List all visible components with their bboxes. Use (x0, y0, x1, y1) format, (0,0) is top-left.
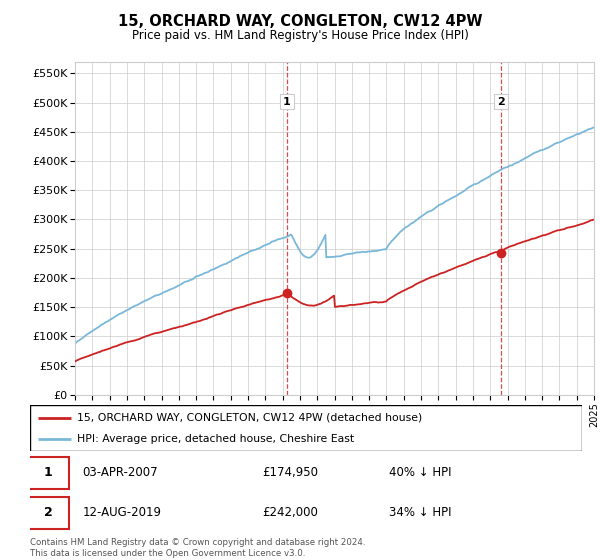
Text: HPI: Average price, detached house, Cheshire East: HPI: Average price, detached house, Ches… (77, 435, 354, 444)
Text: Contains HM Land Registry data © Crown copyright and database right 2024.
This d: Contains HM Land Registry data © Crown c… (30, 538, 365, 558)
Text: 03-APR-2007: 03-APR-2007 (82, 466, 158, 479)
Text: 1: 1 (283, 96, 291, 106)
Text: 15, ORCHARD WAY, CONGLETON, CW12 4PW (detached house): 15, ORCHARD WAY, CONGLETON, CW12 4PW (de… (77, 413, 422, 423)
Text: 15, ORCHARD WAY, CONGLETON, CW12 4PW: 15, ORCHARD WAY, CONGLETON, CW12 4PW (118, 14, 482, 29)
Text: 12-AUG-2019: 12-AUG-2019 (82, 506, 161, 520)
Text: 1: 1 (44, 466, 52, 479)
Text: 34% ↓ HPI: 34% ↓ HPI (389, 506, 451, 520)
Text: 40% ↓ HPI: 40% ↓ HPI (389, 466, 451, 479)
FancyBboxPatch shape (27, 497, 68, 529)
FancyBboxPatch shape (27, 456, 68, 489)
Text: £174,950: £174,950 (262, 466, 318, 479)
Text: £242,000: £242,000 (262, 506, 318, 520)
Text: 2: 2 (497, 96, 505, 106)
Text: Price paid vs. HM Land Registry's House Price Index (HPI): Price paid vs. HM Land Registry's House … (131, 29, 469, 42)
Text: 2: 2 (44, 506, 52, 520)
